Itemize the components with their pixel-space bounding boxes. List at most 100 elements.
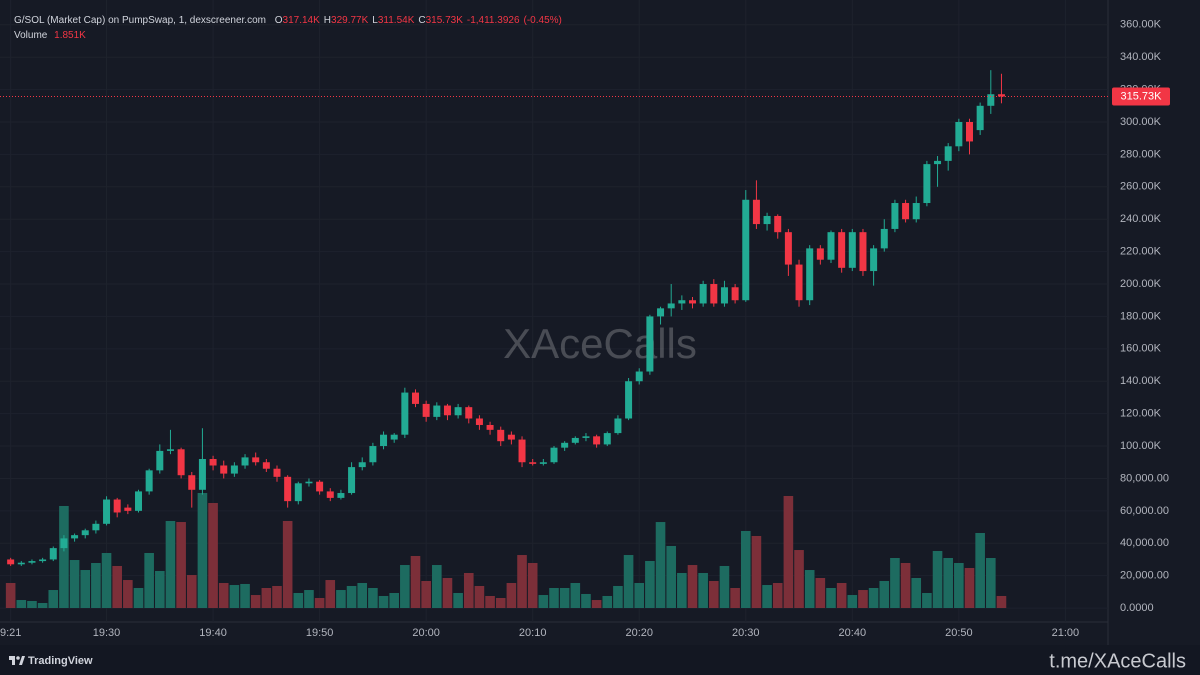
candle-body xyxy=(518,439,526,463)
candle-body xyxy=(859,232,867,272)
candle-body xyxy=(60,538,68,549)
candle-body xyxy=(997,94,1005,97)
candle-body xyxy=(337,493,345,498)
candle-body xyxy=(635,371,643,382)
volume-bar xyxy=(176,522,186,608)
volume-bar xyxy=(634,583,645,608)
candle-body xyxy=(284,476,292,502)
candle-body xyxy=(81,530,89,536)
x-tick-label: 19:30 xyxy=(93,627,121,639)
volume-bar xyxy=(186,575,197,608)
candle-body xyxy=(465,407,473,419)
volume-bar xyxy=(559,588,570,608)
y-tick-label: 240.00K xyxy=(1120,213,1162,225)
volume-bar xyxy=(218,583,229,608)
x-tick-label: 20:30 xyxy=(732,627,760,639)
volume-bar xyxy=(570,583,581,608)
logo-part xyxy=(19,656,25,665)
candle-body xyxy=(401,392,409,435)
legend-value: 317.14K xyxy=(283,15,321,26)
x-tick-label: 19:50 xyxy=(306,627,334,639)
volume-bar xyxy=(975,533,985,608)
candle-body xyxy=(678,300,686,304)
candle-body xyxy=(412,392,419,404)
candle-body xyxy=(316,481,324,492)
candle-body xyxy=(625,381,633,419)
volume-bar xyxy=(549,588,559,608)
x-tick-label: 20:40 xyxy=(839,627,867,639)
candle-body xyxy=(902,203,910,220)
y-tick-label: 120.00K xyxy=(1120,408,1162,420)
volume-bar xyxy=(687,565,698,608)
volume-bar xyxy=(602,595,613,608)
candle-body xyxy=(49,548,57,560)
candle-body xyxy=(912,203,920,220)
x-tick-label: 20:20 xyxy=(625,627,653,639)
last-price-box xyxy=(1112,87,1170,106)
legend-key: L xyxy=(372,15,378,26)
candle-body xyxy=(603,433,611,445)
volume-bar xyxy=(719,565,730,608)
candle-body xyxy=(198,459,206,490)
candle-body xyxy=(593,436,601,445)
candle-body xyxy=(529,462,537,464)
y-tick-label: 20,000.00 xyxy=(1120,570,1169,582)
volume-bar xyxy=(762,585,772,608)
candle-body xyxy=(827,232,835,260)
volume-bar xyxy=(964,568,975,608)
volume-bar xyxy=(123,580,133,608)
logo-part xyxy=(12,656,15,665)
candle-body xyxy=(550,447,558,463)
volume-bar xyxy=(410,555,421,608)
candle-body xyxy=(220,465,228,474)
y-tick-label: 140.00K xyxy=(1120,375,1162,387)
volume-bar xyxy=(272,585,282,608)
volume-bar xyxy=(751,535,762,608)
candle-body xyxy=(497,429,505,442)
ohlc-legend: O317.14K H329.77K L311.54K C315.73K -1,411.3… xyxy=(275,15,562,26)
candle-body xyxy=(838,232,846,268)
volume-bar xyxy=(304,590,314,608)
volume-bar xyxy=(943,558,953,608)
y-tick-label: 260.00K xyxy=(1120,181,1162,193)
volume-bar xyxy=(229,585,240,608)
volume-bar xyxy=(250,595,261,608)
volume-bar xyxy=(996,595,1007,608)
candle-body xyxy=(774,215,782,233)
candle-body xyxy=(955,122,963,147)
volume-bar xyxy=(101,553,112,608)
volume-bar xyxy=(400,565,410,608)
volume-bar xyxy=(453,593,463,608)
volume-bar xyxy=(826,588,836,608)
candle-body xyxy=(188,475,196,490)
volume-bar xyxy=(378,595,389,608)
legend-value: 311.54K xyxy=(378,15,415,26)
candle-body xyxy=(103,499,111,524)
candle-body xyxy=(305,481,313,484)
volume-value: 1.851K xyxy=(54,30,86,41)
volume-bar xyxy=(463,573,474,608)
volume-bar xyxy=(698,573,708,608)
candle-body xyxy=(209,459,217,466)
candle-body xyxy=(667,303,675,309)
volume-bar xyxy=(506,583,517,608)
candle-body xyxy=(475,418,483,425)
candle-body xyxy=(923,164,931,204)
volume-bar xyxy=(868,588,879,608)
candle-body xyxy=(443,405,451,416)
volume-bar xyxy=(208,503,218,608)
candle-body xyxy=(369,446,377,463)
volume-bar xyxy=(37,603,48,608)
footer-link: t.me/XAceCalls xyxy=(1049,650,1186,672)
candle-body xyxy=(966,122,973,142)
volume-bar xyxy=(581,593,591,608)
volume-bar xyxy=(879,580,890,608)
volume-bar xyxy=(986,558,996,608)
volume-bar xyxy=(27,600,37,608)
footer-bar xyxy=(0,645,1200,675)
volume-bar xyxy=(155,570,165,608)
tradingview-logo: TradingView xyxy=(9,655,93,667)
candle-body xyxy=(145,470,153,492)
volume-bar xyxy=(261,588,272,608)
